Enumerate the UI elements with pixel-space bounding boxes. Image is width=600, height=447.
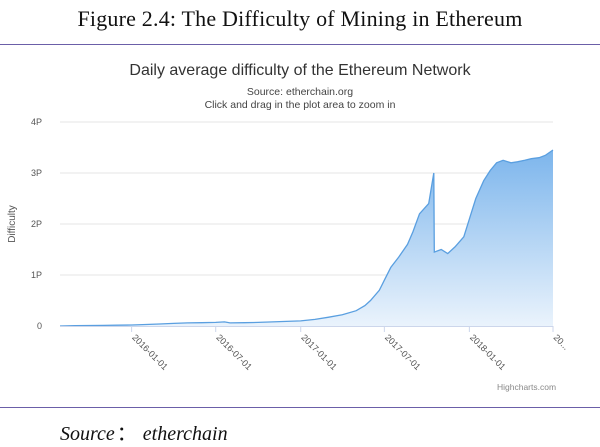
bottom-divider — [0, 407, 600, 408]
difficulty-area-fill — [60, 150, 553, 326]
y-tick-label: 1P — [31, 270, 42, 280]
x-tick-label: 2017-07-01 — [383, 332, 423, 372]
difficulty-line — [59, 149, 554, 327]
series-difficulty[interactable] — [59, 149, 554, 327]
x-tick-label: 2016-01-01 — [130, 332, 170, 372]
chart-title: Daily average difficulty of the Ethereum… — [129, 62, 471, 79]
y-tick-label: 0 — [37, 321, 42, 331]
figure-title: Figure 2.4: The Difficulty of Mining in … — [77, 6, 523, 31]
x-tick-label: 2016-07-01 — [214, 332, 254, 372]
y-tick-label: 4P — [31, 117, 42, 127]
figure-source-colon: ： — [116, 423, 137, 445]
x-tick-label: 20... — [552, 332, 571, 351]
y-axis-title: Difficulty — [7, 205, 18, 243]
axes — [60, 326, 554, 332]
x-tick-label: 2017-01-01 — [299, 332, 339, 372]
figure-source: Source： etherchain — [60, 417, 228, 446]
top-divider — [0, 44, 600, 45]
chart-subtitle-source: Source: etherchain.org — [246, 86, 354, 98]
y-tick-label: 3P — [31, 168, 42, 178]
credits-link[interactable]: Highcharts.com — [497, 382, 557, 392]
figure-source-value: etherchain — [142, 423, 228, 445]
chart-subtitle-zoom-hint: Click and drag in the plot area to zoom … — [204, 99, 396, 111]
y-tick-label: 2P — [31, 219, 42, 229]
x-tick-label: 2018-01-01 — [468, 332, 508, 372]
figure-source-label: Source — [60, 423, 115, 445]
